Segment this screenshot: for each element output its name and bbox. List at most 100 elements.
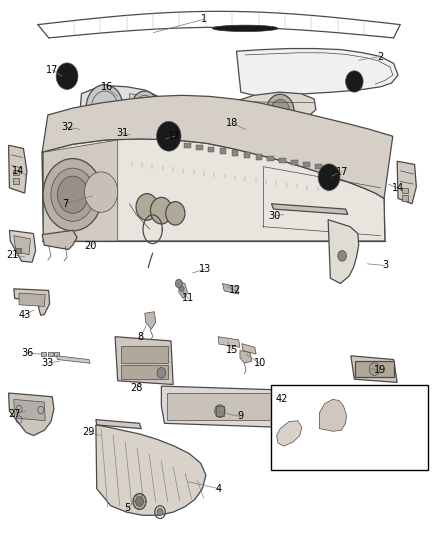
Text: 16: 16 xyxy=(101,82,113,92)
Polygon shape xyxy=(9,146,27,193)
Text: 3: 3 xyxy=(382,261,388,270)
Polygon shape xyxy=(96,425,206,515)
Text: 33: 33 xyxy=(42,358,54,368)
Circle shape xyxy=(133,494,146,510)
Circle shape xyxy=(271,100,290,123)
Text: 17: 17 xyxy=(46,65,58,75)
Circle shape xyxy=(338,251,346,261)
Polygon shape xyxy=(161,386,280,427)
Circle shape xyxy=(85,172,118,212)
Text: 17: 17 xyxy=(336,167,348,177)
Bar xyxy=(54,352,59,356)
Text: 7: 7 xyxy=(62,199,68,209)
Bar xyxy=(121,366,168,379)
Polygon shape xyxy=(9,393,54,435)
Bar xyxy=(121,346,168,364)
Polygon shape xyxy=(242,344,256,354)
Text: 36: 36 xyxy=(21,348,34,358)
Bar xyxy=(208,147,215,152)
Text: 30: 30 xyxy=(269,211,281,221)
Polygon shape xyxy=(96,419,141,429)
Bar xyxy=(215,406,224,416)
Circle shape xyxy=(166,201,185,225)
Bar xyxy=(244,152,250,158)
Polygon shape xyxy=(131,130,156,137)
Circle shape xyxy=(346,71,363,92)
Text: 21: 21 xyxy=(7,250,19,260)
Polygon shape xyxy=(19,293,45,306)
Polygon shape xyxy=(212,25,278,31)
Polygon shape xyxy=(272,204,348,214)
Polygon shape xyxy=(130,94,160,123)
Bar xyxy=(291,160,298,165)
Bar xyxy=(196,144,202,150)
Polygon shape xyxy=(277,421,302,446)
Circle shape xyxy=(43,159,102,231)
Circle shape xyxy=(266,94,294,128)
Polygon shape xyxy=(42,95,393,198)
Bar xyxy=(16,248,21,253)
Text: 14: 14 xyxy=(12,166,24,176)
Polygon shape xyxy=(351,356,397,382)
Text: 11: 11 xyxy=(182,293,194,303)
Circle shape xyxy=(156,122,181,151)
Bar xyxy=(315,164,321,169)
Polygon shape xyxy=(319,399,346,431)
Polygon shape xyxy=(14,399,45,421)
Circle shape xyxy=(136,193,158,220)
Polygon shape xyxy=(43,140,118,241)
Text: 17: 17 xyxy=(168,131,180,141)
Bar xyxy=(166,393,274,419)
Polygon shape xyxy=(179,281,187,298)
Polygon shape xyxy=(80,86,164,130)
Bar xyxy=(279,158,286,164)
Circle shape xyxy=(150,197,172,224)
Bar xyxy=(220,148,226,154)
Circle shape xyxy=(369,363,380,375)
Text: 29: 29 xyxy=(83,427,95,438)
Polygon shape xyxy=(42,139,385,241)
Polygon shape xyxy=(78,127,106,134)
Circle shape xyxy=(132,91,158,123)
Circle shape xyxy=(56,63,78,90)
Bar xyxy=(13,178,19,183)
Circle shape xyxy=(175,279,182,288)
Text: 2: 2 xyxy=(378,52,384,61)
Text: 4: 4 xyxy=(216,484,222,494)
Bar xyxy=(41,352,46,356)
Text: 31: 31 xyxy=(116,127,128,138)
Text: 1: 1 xyxy=(201,14,207,25)
Bar xyxy=(402,195,408,200)
Bar xyxy=(13,169,19,175)
Text: 9: 9 xyxy=(237,411,243,422)
Polygon shape xyxy=(328,220,359,284)
Bar xyxy=(268,156,274,161)
Bar xyxy=(355,361,394,377)
Polygon shape xyxy=(42,230,77,249)
Bar xyxy=(48,352,53,356)
Text: 28: 28 xyxy=(130,383,142,393)
Bar xyxy=(232,150,238,156)
Polygon shape xyxy=(10,230,35,262)
Bar xyxy=(184,143,191,148)
Polygon shape xyxy=(237,49,398,96)
Bar xyxy=(303,162,310,167)
Polygon shape xyxy=(145,312,155,329)
Polygon shape xyxy=(223,284,239,294)
Circle shape xyxy=(86,85,123,130)
Text: 42: 42 xyxy=(276,394,288,404)
Circle shape xyxy=(215,405,225,417)
Text: 27: 27 xyxy=(8,409,21,419)
Bar xyxy=(255,154,262,159)
Text: 13: 13 xyxy=(199,264,211,274)
Bar xyxy=(402,188,408,193)
Text: 5: 5 xyxy=(124,503,131,513)
Text: 12: 12 xyxy=(230,286,242,295)
Polygon shape xyxy=(14,236,30,255)
Polygon shape xyxy=(115,337,173,384)
Bar xyxy=(271,384,427,470)
Polygon shape xyxy=(240,351,252,364)
Text: 8: 8 xyxy=(138,332,144,342)
Text: 10: 10 xyxy=(254,358,266,368)
Text: 32: 32 xyxy=(61,122,73,132)
